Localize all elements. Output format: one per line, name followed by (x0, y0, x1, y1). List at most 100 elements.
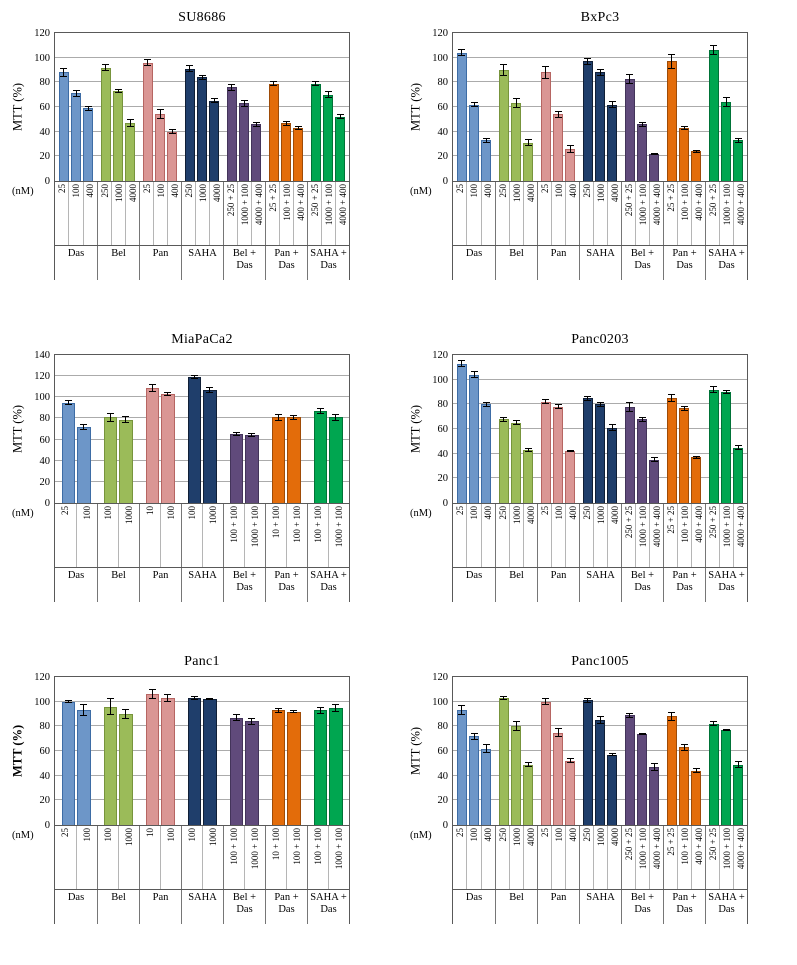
x-tick-label: 4000 (525, 184, 536, 202)
error-bar (692, 768, 700, 774)
x-tick-group: 250 + 25 1000 + 100 4000 + 400 (621, 504, 663, 567)
x-tick-label: 100 + 100 (229, 506, 239, 543)
x-tick-label: 100 + 100 (229, 828, 239, 865)
error-bar (274, 707, 282, 713)
x-tick-cell: 1000 (509, 826, 523, 889)
error-bar (626, 73, 634, 84)
x-tick-label: 250 + 25 (707, 506, 718, 539)
bar (155, 114, 165, 181)
x-tick-label: 1000 (511, 184, 522, 202)
chart-bxpc3: BxPc3 MTT (%) 0 20 40 60 80 100 120 25 100 400 250 10… (398, 0, 797, 322)
x-tick-cell: 25 + 25 (664, 182, 677, 245)
error-bar (290, 415, 298, 420)
x-tick-cell: 10 (140, 504, 160, 567)
x-tick-cell: 1000 (509, 504, 523, 567)
x-tick-group: 25 100 400 (537, 504, 579, 567)
y-axis-label: MTT (%) (10, 404, 25, 454)
bar (71, 93, 81, 181)
x-tick-cell: 250 (496, 504, 509, 567)
x-tick-label: 4000 + 400 (337, 184, 348, 226)
bar (125, 123, 135, 181)
error-bar (332, 414, 340, 421)
x-tick-cell: 100 (75, 504, 98, 567)
x-group-label: Pan (537, 568, 579, 602)
x-tick-cell: 1000 + 100 (244, 504, 265, 567)
error-bar (228, 83, 236, 91)
x-tick-cell: 1000 (118, 826, 139, 889)
error-bar (734, 137, 742, 143)
gridline (453, 700, 747, 702)
y-tick-label: 120 (432, 350, 448, 361)
y-tick-label: 100 (34, 696, 50, 708)
x-tick-label: 400 (85, 184, 96, 198)
x-tick-cell: 400 (82, 182, 97, 245)
x-group-label: SAHA + Das (307, 246, 349, 280)
x-tick-label: 100 (553, 184, 564, 198)
x-axis-group-labels: Das Bel Pan SAHA Bel + Das Pan + Das SAHA + Da… (54, 890, 350, 924)
x-group-label: Das (67, 892, 85, 903)
x-tick-cell: 25 (538, 504, 551, 567)
error-bar (524, 762, 532, 768)
error-bar (584, 697, 592, 703)
y-tick-label: 0 (44, 820, 50, 831)
error-bar (692, 456, 700, 459)
plot-and-axes: 25 100 100 1000 10 100 100 1000 100 + 100 1000 + … (54, 676, 350, 924)
x-tick-cell: 4000 + 400 (649, 504, 663, 567)
bar (625, 406, 635, 503)
error-bar (710, 45, 718, 56)
x-tick-cell: 25 (55, 182, 68, 245)
error-bar (638, 416, 646, 422)
x-tick-group: 250 1000 4000 (495, 182, 537, 245)
x-tick-group: 25 100 400 (537, 182, 579, 245)
x-tick-cell: 250 + 25 (706, 826, 719, 889)
x-tick-cell: 400 + 400 (691, 504, 705, 567)
x-group-label: Das (465, 570, 483, 581)
x-tick-cell: 400 (565, 826, 579, 889)
bar (607, 754, 617, 825)
bar (721, 392, 731, 503)
x-tick-label: 100 + 100 (679, 184, 690, 221)
bar (469, 736, 479, 825)
x-group-label: Bel (495, 568, 537, 602)
bar (101, 67, 111, 181)
x-axis-tick-labels: 25 100 400 250 1000 4000 25 100 400 250 1000 4000 25… (452, 182, 748, 246)
x-tick-label: 100 (187, 828, 197, 842)
error-bar (312, 81, 320, 87)
x-tick-cell: 100 (182, 504, 202, 567)
y-tick-label: 120 (34, 28, 50, 39)
error-bar (638, 121, 646, 127)
bar (113, 90, 123, 181)
x-group-label: Pan (139, 568, 181, 602)
bar (313, 411, 327, 503)
x-tick-label: 10 (145, 506, 155, 515)
x-axis-unit: (nM) (410, 186, 432, 197)
y-tick-label: 120 (34, 371, 50, 383)
x-tick-label: 400 (567, 506, 578, 520)
x-tick-cell: 4000 + 400 (733, 504, 747, 567)
x-tick-label: 25 + 25 (665, 506, 676, 534)
error-bar (668, 394, 676, 402)
x-tick-cell: 4000 + 400 (733, 826, 747, 889)
gridline (55, 417, 349, 419)
bar (227, 87, 237, 181)
x-group-label: Pan (537, 890, 579, 924)
error-bar (554, 404, 562, 410)
y-axis: 0 20 40 60 80 100 120 (424, 28, 452, 280)
x-group-label: SAHA (579, 246, 621, 280)
x-tick-cell: 100 (98, 504, 118, 567)
error-bar (566, 449, 574, 453)
bar (469, 374, 479, 503)
error-bar (626, 401, 634, 412)
x-tick-cell: 25 (453, 504, 466, 567)
error-bar (64, 400, 72, 405)
error-bar (168, 129, 176, 135)
bar (667, 61, 677, 181)
x-tick-group: 250 1000 4000 (579, 504, 621, 567)
bar (499, 70, 509, 181)
bar (733, 764, 743, 825)
error-bar (114, 88, 122, 94)
error-bar (680, 743, 688, 751)
y-tick-label: 0 (442, 176, 448, 187)
x-tick-label: 100 + 100 (679, 828, 690, 865)
